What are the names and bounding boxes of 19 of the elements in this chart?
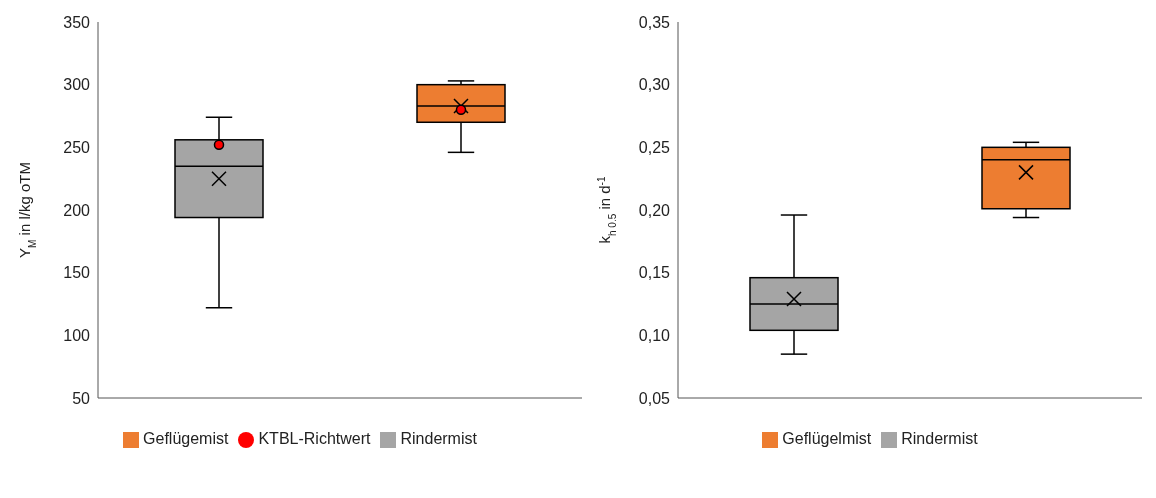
legend-label: Geflügelmist: [782, 430, 872, 447]
y-tick-label: 50: [72, 389, 91, 407]
y-tick-label: 0,05: [638, 389, 671, 407]
y-tick-label: 300: [63, 76, 91, 94]
y-tick-label: 0,35: [638, 13, 671, 31]
legend-label: Rindermist: [901, 430, 978, 447]
y-tick-label: 0,15: [638, 264, 671, 282]
y-tick-label: 0,25: [638, 139, 671, 157]
y-tick-label: 250: [63, 139, 91, 157]
y-tick-label: 350: [63, 13, 91, 31]
y-tick-label: 200: [63, 201, 91, 219]
y-tick-label: 0,20: [638, 201, 671, 219]
y-tick-label: 0,10: [638, 327, 671, 345]
y-tick-label: 0,30: [638, 76, 671, 94]
legend-label: Geflügemist: [143, 430, 229, 447]
legend-label: Rindermist: [400, 430, 477, 447]
legend-label: KTBL-Richtwert: [258, 430, 371, 447]
y-tick-label: 150: [63, 264, 91, 282]
y-tick-label: 100: [63, 327, 91, 345]
